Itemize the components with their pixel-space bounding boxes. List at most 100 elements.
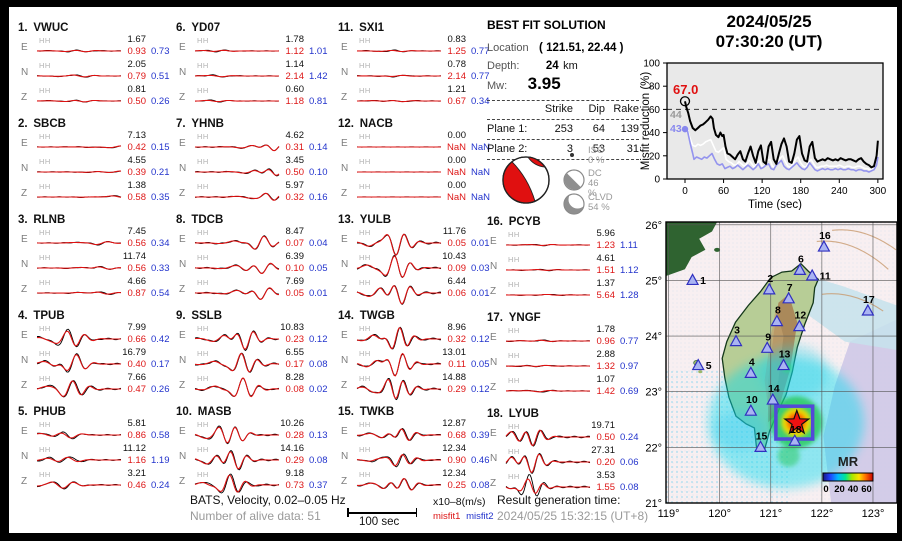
misfit2-value: 0.69 bbox=[620, 385, 639, 397]
station-title: 7. YHNB bbox=[176, 118, 224, 130]
plane1-dip: 64 bbox=[592, 123, 605, 135]
component-letter: Z bbox=[21, 476, 28, 487]
station-block: 1. VWUC E HH 1.67 0.93 0.73 N HH 2.05 0.79 0.51 Z HH… bbox=[18, 22, 186, 114]
map-lat-label: 24° bbox=[645, 331, 662, 343]
misfit2-value: NaN bbox=[471, 166, 491, 178]
amplitude-value: 3.45 bbox=[285, 155, 305, 166]
misfit-annotation: 67.0 bbox=[673, 82, 698, 97]
component-row: N HH 2.88 1.32 0.97 bbox=[489, 349, 655, 377]
component-letter: E bbox=[341, 330, 348, 341]
amplitude-value: 10.43 bbox=[442, 251, 466, 262]
map-lat-label: 22° bbox=[645, 442, 662, 454]
component-letter: N bbox=[490, 261, 498, 272]
waveform-trace bbox=[505, 243, 591, 247]
misfit1-value: 0.32 bbox=[447, 333, 467, 345]
misfit1-value: NaN bbox=[446, 191, 466, 203]
station-number-label: 6 bbox=[798, 253, 804, 265]
depth-value: 24 bbox=[545, 60, 559, 72]
misfit1-value: 0.42 bbox=[127, 141, 147, 153]
component-letter: Z bbox=[341, 92, 348, 103]
station-number-label: 8 bbox=[775, 305, 781, 317]
station-number-label: 5 bbox=[706, 360, 712, 372]
station-number-label: 4 bbox=[749, 356, 755, 368]
station-title: 4. TPUB bbox=[18, 310, 65, 322]
misfit2-value: 0.73 bbox=[151, 45, 170, 57]
amplitude-value: 6.39 bbox=[285, 251, 305, 262]
colorbar-tick-label: 40 bbox=[848, 484, 859, 495]
component-letter: N bbox=[341, 355, 349, 366]
channel-code: HH bbox=[39, 374, 51, 383]
component-row: Z HH 3.21 0.46 0.24 bbox=[20, 468, 186, 496]
station-triangle-1 bbox=[686, 273, 700, 286]
misfit1-value: 0.50 bbox=[596, 431, 616, 443]
station-number-label: 12 bbox=[795, 310, 807, 322]
channel-code: HH bbox=[39, 420, 51, 429]
amplitude-value: 8.28 bbox=[285, 372, 305, 383]
map-lat-label: 26° bbox=[645, 220, 662, 232]
component-row: Z HH 3.53 1.55 0.08 bbox=[489, 470, 655, 498]
clvd-beachball-icon bbox=[563, 193, 585, 215]
component-row: Z HH 14.88 0.29 0.12 bbox=[340, 372, 506, 401]
waveform-trace bbox=[194, 74, 280, 78]
misfit2-value: 1.28 bbox=[620, 289, 639, 301]
amplitude-value: 3.21 bbox=[127, 468, 147, 479]
station-block: 16. PCYB E HH 5.96 1.23 1.11 N HH 4.61 1.51 1.12 Z H… bbox=[487, 216, 655, 308]
misfit-annotation: 43 bbox=[670, 123, 682, 135]
channel-code: HH bbox=[197, 132, 209, 141]
waveform-trace bbox=[356, 453, 442, 468]
map-lon-label: 121° bbox=[759, 508, 782, 520]
map-lon-label: 123° bbox=[862, 508, 885, 520]
waveform-trace bbox=[37, 195, 122, 198]
waveform-trace bbox=[36, 431, 122, 440]
channel-code: HH bbox=[359, 61, 371, 70]
misfit2-value: 0.16 bbox=[309, 191, 328, 203]
scalebar-label: 100 sec bbox=[359, 516, 400, 528]
component-letter: E bbox=[179, 426, 186, 437]
component-row: E HH 7.13 0.42 0.15 bbox=[20, 130, 186, 158]
misfit2-value: 0.12 bbox=[471, 333, 490, 345]
channel-code: HH bbox=[359, 445, 371, 454]
component-letter: N bbox=[179, 67, 187, 78]
channel-code: HH bbox=[359, 182, 371, 191]
colorbar-tick-label: 0 bbox=[823, 484, 828, 495]
station-block: 13. YULB E HH 11.76 0.05 0.01 N HH 10.43 0.09 0.03… bbox=[338, 214, 506, 306]
component-row: N HH 6.39 0.10 0.05 bbox=[178, 251, 344, 279]
initial-misfit-marker bbox=[679, 96, 691, 107]
misfit2-value: 0.77 bbox=[620, 335, 639, 347]
colorbar-tick-label: 20 bbox=[834, 484, 845, 495]
bats-filter-note: BATS, Velocity, 0.02–0.05 Hz bbox=[190, 493, 346, 507]
channel-code: HH bbox=[197, 182, 209, 191]
x-axis-label: Time (sec) bbox=[748, 199, 802, 210]
waveform-trace bbox=[194, 144, 280, 152]
waveform-trace bbox=[505, 339, 591, 343]
solution-title: BEST FIT SOLUTION bbox=[487, 18, 606, 32]
amplitude-value: 1.67 bbox=[127, 34, 147, 45]
station-title: 11. SXI1 bbox=[338, 22, 385, 34]
channel-code: HH bbox=[359, 374, 371, 383]
station-title: 10. MASB bbox=[176, 406, 232, 418]
waveform-trace bbox=[194, 377, 280, 398]
iso-dot-icon bbox=[570, 153, 574, 157]
amplitude-value: 0.83 bbox=[447, 34, 467, 45]
component-row: N HH 27.31 0.20 0.06 bbox=[489, 445, 655, 474]
misfit2-value: 0.54 bbox=[151, 287, 170, 299]
component-row: E HH 7.45 0.56 0.34 bbox=[20, 226, 186, 254]
waveform-trace bbox=[194, 168, 280, 177]
channel-code: HH bbox=[39, 470, 51, 479]
plane1-rake: 139 bbox=[620, 123, 639, 135]
component-row: N HH 11.12 1.16 1.19 bbox=[20, 443, 186, 471]
component-row: Z HH 9.18 0.73 0.37 bbox=[178, 468, 344, 496]
y-tick-label: 40 bbox=[649, 128, 661, 139]
component-letter: Z bbox=[21, 92, 28, 103]
amplitude-value: 7.13 bbox=[127, 130, 147, 141]
channel-code: HH bbox=[39, 36, 51, 45]
amplitude-value: 9.18 bbox=[285, 468, 305, 479]
misfit1-value: 0.08 bbox=[285, 383, 305, 395]
channel-code: HH bbox=[359, 278, 371, 287]
channel-code: HH bbox=[39, 324, 51, 333]
amplitude-value: 6.44 bbox=[447, 276, 467, 287]
misfit2-value: 0.03 bbox=[471, 262, 490, 274]
colorbar-title: MR bbox=[838, 454, 859, 469]
component-letter: E bbox=[179, 330, 186, 341]
station-block: 4. TPUB E HH 7.99 0.66 0.42 N HH 16.79 0.40 0.17 Z H… bbox=[18, 310, 186, 402]
